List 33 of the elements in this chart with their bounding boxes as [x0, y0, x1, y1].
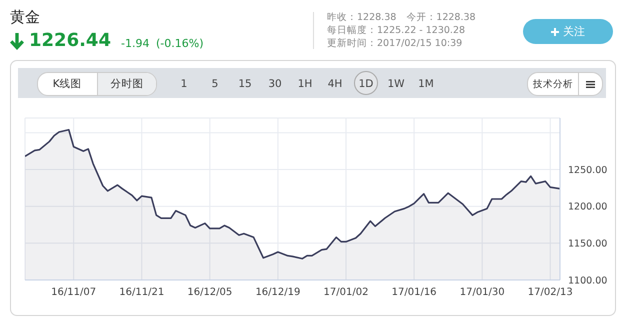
text: 今开：1228.38 [406, 12, 476, 23]
y-tick-label: 1100.00 [568, 275, 608, 286]
x-tick-label: 16/12/19 [255, 287, 300, 298]
text: 更新时间：2017/02/15 10:39 [327, 37, 462, 50]
text: 15 [238, 78, 252, 90]
x-tick-label: 16/12/05 [187, 287, 232, 298]
text: 1W [387, 78, 406, 90]
x-tick-label: 17/01/02 [324, 287, 368, 298]
text: 1M [418, 78, 434, 90]
x-tick-label: 16/11/07 [51, 287, 96, 298]
text: 5 [212, 78, 218, 90]
x-tick-label: 17/01/30 [460, 287, 505, 298]
text: (-0.16%) [156, 37, 204, 50]
y-tick-label: 1150.00 [568, 238, 608, 250]
x-tick-label: 16/11/21 [119, 287, 164, 298]
text: -1.94 [121, 37, 150, 50]
y-tick-label: 1200.00 [568, 202, 608, 213]
text: 技术分析 [528, 73, 579, 95]
x-tick-label: 17/02/13 [528, 287, 573, 298]
text: 1226.44 [29, 30, 111, 51]
chart-title: 黄金 [10, 8, 40, 27]
text: 4H [328, 78, 342, 90]
y-tick-label: 1250.00 [568, 164, 608, 176]
text: 关注 [563, 24, 585, 39]
text: 分时图 [96, 73, 156, 95]
text: 1 [180, 78, 188, 90]
text: 30 [268, 78, 282, 90]
x-tick-label: 17/01/16 [392, 287, 437, 298]
text: K线图 [52, 77, 83, 92]
text: 昨收：1228.38 [327, 12, 396, 23]
text: 1H [298, 78, 312, 90]
text: 每日幅度：1225.22 - 1230.28 [327, 24, 466, 37]
text: 1D [358, 78, 374, 90]
